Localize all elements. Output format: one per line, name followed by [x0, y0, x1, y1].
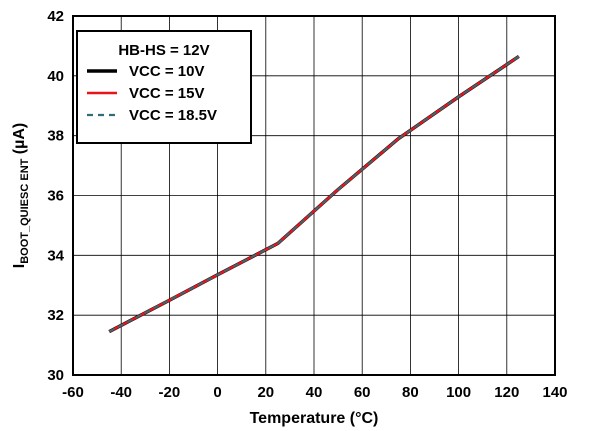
plot-area-frame	[72, 15, 556, 376]
y-axis-title: IBOOT_QUIESC ENT (µA)	[11, 123, 31, 268]
y-tick-label: 42	[47, 8, 64, 25]
x-tick-label: 0	[213, 384, 221, 401]
legend-box	[76, 30, 252, 144]
tick-labels: -60 -40 -20 0 20 40 60 80 100 120 140 30 32 34 36 38 40 4…	[47, 8, 567, 401]
y-tick-label: 40	[47, 68, 64, 85]
legend-items: VCC = 10V VCC = 15V VCC = 18.5V	[87, 63, 217, 124]
series-line-3	[108, 55, 520, 333]
y-axis-title-unit: (µA)	[11, 123, 28, 159]
y-tick-label: 30	[47, 367, 64, 384]
x-tick-label: 60	[354, 384, 371, 401]
x-tick-label: 20	[257, 384, 274, 401]
x-tick-label: 80	[402, 384, 419, 401]
x-tick-label: -60	[62, 384, 84, 401]
y-tick-label: 38	[47, 128, 64, 145]
y-tick-label: 36	[47, 188, 64, 205]
x-tick-label: -20	[159, 384, 181, 401]
x-tick-label: 140	[542, 384, 567, 401]
x-axis-title: Temperature (°C)	[250, 410, 379, 427]
legend-label-1: VCC = 10V	[129, 63, 204, 80]
series-lines	[108, 54, 520, 334]
legend-title: HB-HS = 12V	[118, 42, 209, 59]
y-axis-title-main: I	[11, 264, 28, 268]
x-tick-label: 120	[494, 384, 519, 401]
y-axis-title-subscript: BOOT_QUIESC ENT	[19, 158, 31, 263]
legend: HB-HS = 12V VCC = 10V VCC = 15V VCC = 18.5…	[76, 30, 252, 144]
legend-label-3: VCC = 18.5V	[129, 107, 217, 124]
x-tick-label: 100	[446, 384, 471, 401]
y-tick-label: 34	[47, 247, 64, 264]
legend-label-2: VCC = 15V	[129, 85, 204, 102]
y-tick-label: 32	[47, 307, 64, 324]
x-tick-label: 40	[306, 384, 323, 401]
x-tick-label: -40	[110, 384, 132, 401]
